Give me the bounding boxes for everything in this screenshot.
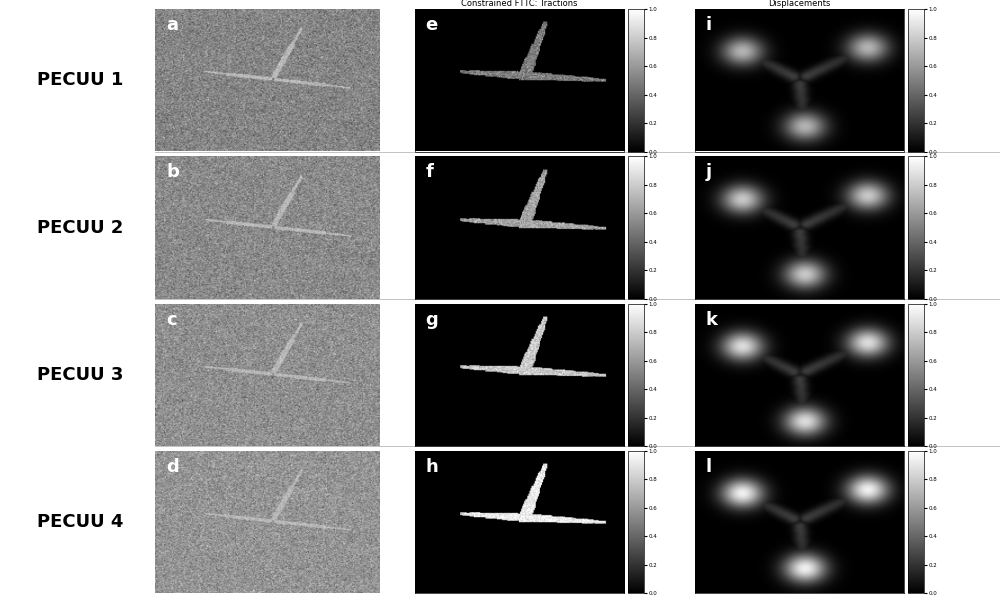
Text: e: e <box>425 16 438 34</box>
Text: a: a <box>166 16 178 34</box>
Text: PECUU 4: PECUU 4 <box>37 513 123 531</box>
Text: l: l <box>705 458 712 476</box>
Text: PECUU 3: PECUU 3 <box>37 366 123 384</box>
Text: PECUU 1: PECUU 1 <box>37 72 123 89</box>
Title: Constrained FTTC: Tractions: Constrained FTTC: Tractions <box>461 0 578 8</box>
Text: PECUU 2: PECUU 2 <box>37 219 123 236</box>
Text: c: c <box>166 311 177 328</box>
Text: b: b <box>166 164 179 181</box>
Text: j: j <box>705 164 712 181</box>
Text: h: h <box>425 458 438 476</box>
Text: d: d <box>166 458 179 476</box>
Text: f: f <box>425 164 433 181</box>
Title: Displacements: Displacements <box>768 0 831 8</box>
Text: k: k <box>705 311 717 328</box>
Text: i: i <box>705 16 712 34</box>
Text: g: g <box>425 311 438 328</box>
